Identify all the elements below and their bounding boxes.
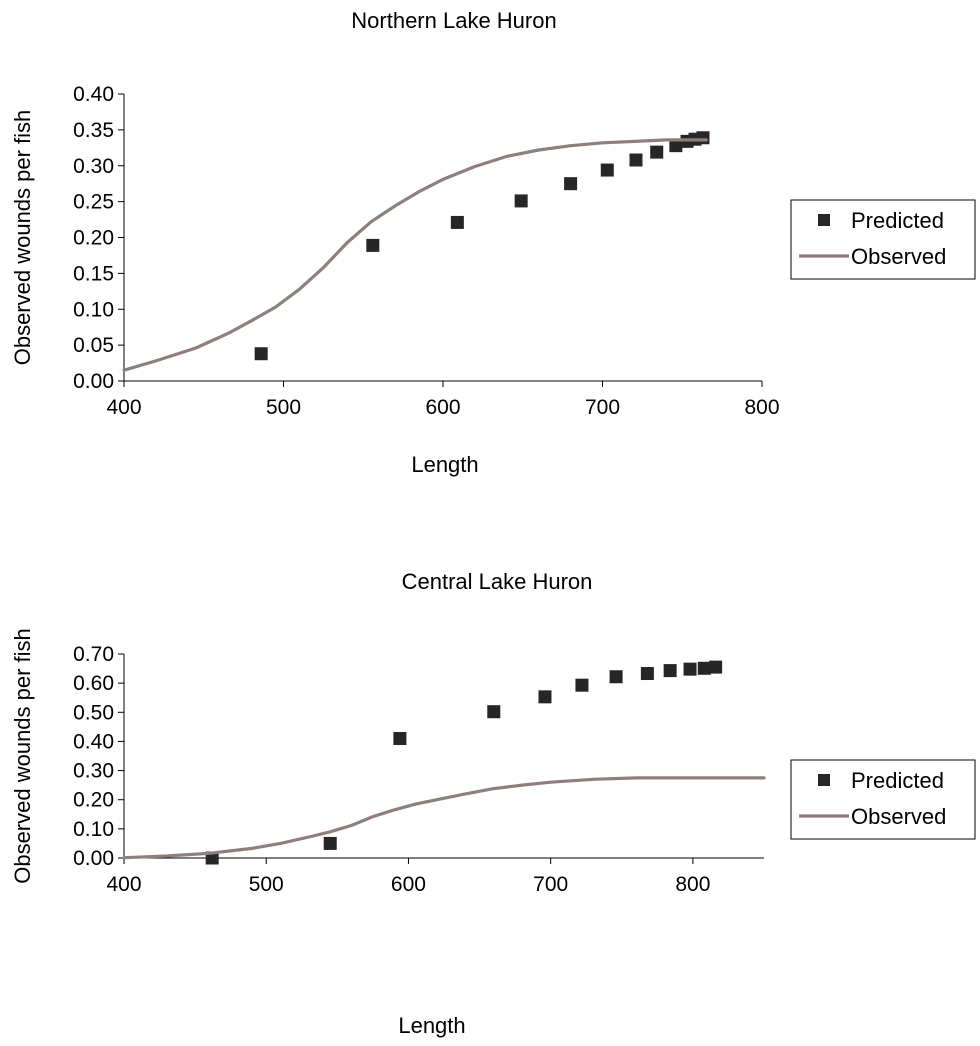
predicted-point	[709, 660, 723, 674]
predicted-point	[669, 139, 683, 153]
predicted-point	[514, 194, 528, 208]
predicted-point	[575, 678, 589, 692]
x-axis-label: Length	[398, 1013, 465, 1038]
y-tick-label: 0.10	[73, 298, 114, 321]
y-tick-label: 0.20	[73, 227, 114, 250]
y-tick-label: 0.10	[73, 818, 114, 841]
y-tick-label: 0.35	[73, 119, 114, 142]
y-tick-label: 0.20	[73, 789, 114, 812]
y-tick-label: 0.30	[73, 155, 114, 178]
y-tick-label: 0.40	[73, 730, 114, 753]
x-tick-label: 600	[391, 873, 426, 896]
y-tick-label: 0.30	[73, 760, 114, 783]
y-tick-label: 0.40	[73, 83, 114, 106]
y-axis-label: Observed wounds per fish	[10, 628, 35, 884]
chart-panel-1: Central Lake Huron 0.00 0.10 0.20 0.30 0.40 0.…	[10, 569, 976, 1038]
predicted-point	[697, 661, 711, 675]
y-tick-label: 0.00	[73, 847, 114, 870]
chart-panel-0: Northern Lake Huron 0.00 0.05 0.10 0.15 0.20 0…	[10, 8, 976, 477]
y-tick-label: 0.60	[73, 672, 114, 695]
observed-line	[122, 776, 766, 860]
predicted-point	[564, 177, 578, 191]
predicted-point	[366, 238, 380, 252]
predicted-point	[538, 690, 552, 704]
predicted-point	[629, 153, 643, 167]
y-tick-label: 0.50	[73, 701, 114, 724]
legend-label: Predicted	[851, 208, 944, 233]
predicted-point	[487, 705, 501, 719]
legend: Predicted Observed	[790, 199, 976, 280]
observed-line	[122, 138, 708, 372]
chart-title: Central Lake Huron	[402, 569, 593, 594]
x-tick-label: 800	[675, 873, 710, 896]
predicted-point	[393, 732, 407, 746]
x-tick-label: 400	[106, 873, 141, 896]
x-tick-label: 700	[533, 873, 568, 896]
chart-title: Northern Lake Huron	[351, 8, 556, 33]
legend-label: Predicted	[851, 768, 944, 793]
y-tick-label: 0.05	[73, 334, 114, 357]
legend-square-swatch	[818, 214, 830, 226]
legend-box	[790, 759, 976, 840]
predicted-point	[650, 145, 664, 159]
x-tick-label: 500	[266, 396, 301, 419]
x-tick-label: 600	[425, 396, 460, 419]
predicted-point	[609, 670, 623, 684]
y-tick-label: 0.70	[73, 643, 114, 666]
y-axis-label: Observed wounds per fish	[10, 110, 35, 366]
predicted-point	[323, 836, 337, 850]
legend-box	[790, 199, 976, 280]
predicted-point	[600, 163, 614, 177]
x-tick-label: 500	[249, 873, 284, 896]
predicted-point	[683, 662, 697, 676]
legend-square-swatch	[818, 774, 830, 786]
legend-label: Observed	[851, 244, 946, 269]
predicted-point	[254, 347, 268, 361]
y-tick-label: 0.15	[73, 262, 114, 285]
legend-label: Observed	[851, 804, 946, 829]
x-tick-label: 400	[106, 396, 141, 419]
predicted-point	[663, 664, 677, 678]
predicted-point	[450, 215, 464, 229]
y-tick-label: 0.25	[73, 191, 114, 214]
legend: Predicted Observed	[790, 759, 976, 840]
x-tick-label: 800	[744, 396, 779, 419]
predicted-point	[640, 667, 654, 681]
predicted-point	[696, 131, 710, 145]
x-axis-label: Length	[411, 452, 478, 477]
y-tick-label: 0.00	[73, 370, 114, 393]
x-tick-label: 700	[585, 396, 620, 419]
